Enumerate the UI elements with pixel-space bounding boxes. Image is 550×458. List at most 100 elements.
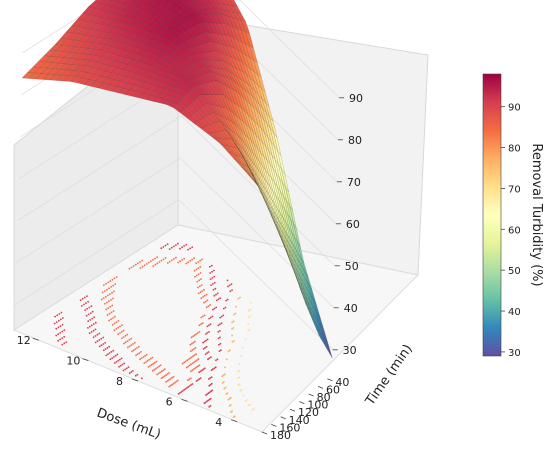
contour-point [225, 300, 227, 302]
contour-point [204, 341, 206, 343]
contour-point [219, 323, 221, 325]
contour-point [218, 338, 220, 340]
contour-point [206, 294, 208, 296]
contour-point [208, 406, 210, 408]
contour-point [219, 330, 221, 332]
contour-point [222, 315, 224, 317]
contour-point [186, 360, 188, 362]
contour-point [183, 245, 185, 247]
contour-point [196, 359, 198, 361]
contour-point [198, 293, 200, 295]
x-tick-label: 4 [215, 416, 222, 429]
contour-point [167, 243, 169, 245]
contour-point [210, 323, 212, 325]
contour-point [196, 269, 198, 271]
contour-point [158, 373, 160, 375]
contour-point [245, 338, 247, 340]
contour-point [93, 336, 95, 338]
contour-point [212, 316, 214, 318]
contour-point [110, 358, 112, 360]
contour-point [123, 330, 125, 332]
contour-point [123, 363, 125, 365]
colorbar [483, 74, 501, 356]
contour-point [114, 283, 116, 285]
y-tick [309, 394, 314, 396]
contour-point [239, 390, 241, 392]
contour-point [119, 332, 121, 334]
contour-point [54, 316, 56, 318]
y-tick [318, 386, 323, 388]
contour-point [187, 249, 189, 251]
contour-point [86, 295, 88, 297]
z-tick-label: 80 [348, 134, 362, 147]
contour-point [217, 293, 219, 295]
contour-point [217, 331, 219, 333]
contour-point [168, 372, 170, 374]
contour-point [108, 287, 110, 289]
contour-point [194, 354, 196, 356]
contour-point [195, 333, 197, 335]
contour-point [62, 324, 64, 326]
contour-point [210, 356, 212, 358]
contour-point [185, 244, 187, 246]
contour-point [139, 261, 141, 263]
contour-point [160, 364, 162, 366]
contour-point [61, 337, 63, 339]
contour-point [208, 324, 210, 326]
contour-point [201, 290, 203, 292]
contour-point [61, 344, 63, 346]
contour-point [129, 372, 131, 374]
contour-point [212, 283, 214, 285]
contour-point [92, 311, 94, 313]
contour-point [159, 261, 161, 263]
contour-point [219, 337, 221, 339]
contour-point [105, 348, 107, 350]
contour-point [167, 380, 169, 382]
contour-point [208, 378, 210, 380]
contour-point [107, 307, 109, 309]
contour-point [99, 346, 101, 348]
contour-point [200, 317, 202, 319]
contour-point [189, 344, 191, 346]
contour-point [252, 409, 254, 411]
contour-point [130, 338, 132, 340]
contour-point [149, 365, 151, 367]
contour-point [54, 323, 56, 325]
contour-point [221, 322, 223, 324]
contour-point [148, 359, 150, 361]
contour-point [227, 286, 229, 288]
contour-point [199, 260, 201, 262]
contour-point [151, 364, 153, 366]
contour-point [233, 320, 235, 322]
contour-point [207, 332, 209, 334]
contour-point [193, 348, 195, 350]
contour-point [113, 291, 115, 293]
contour-point [109, 313, 111, 315]
contour-point [112, 350, 114, 352]
contour-point [117, 354, 119, 356]
contour-point [201, 259, 203, 261]
x-tick-label: 12 [17, 334, 31, 347]
contour-point [177, 243, 179, 245]
y-tick-label: 180 [270, 429, 291, 442]
contour-point [177, 380, 179, 382]
contour-point [235, 306, 237, 308]
contour-point [220, 343, 222, 345]
contour-point [216, 300, 218, 302]
contour-point [203, 302, 205, 304]
contour-point [113, 356, 115, 358]
contour-point [248, 310, 250, 312]
contour-point [164, 375, 166, 377]
contour-point [91, 305, 93, 307]
contour-point [142, 266, 144, 268]
contour-point [86, 315, 88, 317]
contour-point [82, 298, 84, 300]
contour-point [221, 316, 223, 318]
contour-point [131, 351, 133, 353]
contour-point [211, 265, 213, 267]
contour-point [190, 350, 192, 352]
contour-point [214, 308, 216, 310]
contour-point [211, 369, 213, 371]
contour-point [112, 317, 114, 319]
contour-point [199, 364, 201, 366]
